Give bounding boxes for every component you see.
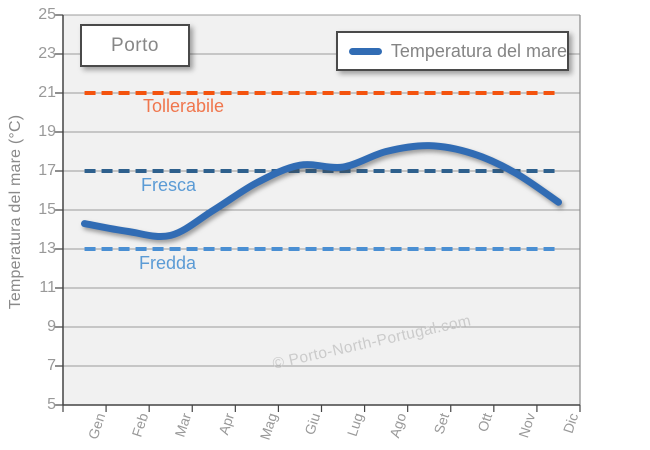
legend: Temperatura del mare <box>336 31 569 71</box>
y-tick-label: 17 <box>38 162 56 179</box>
chart-title: Porto <box>111 34 159 56</box>
y-tick-label: 15 <box>38 201 56 218</box>
y-tick-label: 9 <box>47 318 56 335</box>
chart-title-box: Porto <box>80 24 190 67</box>
temperature-curve <box>81 142 562 241</box>
legend-line-sample <box>349 47 382 55</box>
y-axis-title: Temperatura del mare (°C) <box>7 114 24 310</box>
y-tick-label: 5 <box>47 396 56 413</box>
fredda-label: Fredda <box>139 253 197 273</box>
fresca-label: Fresca <box>141 175 197 195</box>
y-tick-label: 7 <box>47 357 56 374</box>
tollerabile-label: Tollerabile <box>143 96 225 116</box>
y-tick-label: 11 <box>39 279 56 296</box>
y-tick-label: 19 <box>38 123 56 140</box>
y-tick-label: 25 <box>38 6 56 23</box>
y-tick-label: 23 <box>38 45 56 62</box>
y-tick-label: 13 <box>38 240 56 257</box>
y-tick-label: 21 <box>38 84 56 101</box>
legend-label: Temperatura del mare <box>390 40 567 61</box>
